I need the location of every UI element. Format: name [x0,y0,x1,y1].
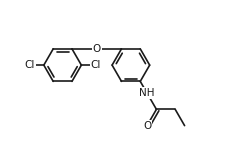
Text: NH: NH [139,88,155,98]
Text: O: O [93,44,101,54]
Text: Cl: Cl [90,60,101,70]
Text: O: O [143,121,151,131]
Text: Cl: Cl [25,60,35,70]
